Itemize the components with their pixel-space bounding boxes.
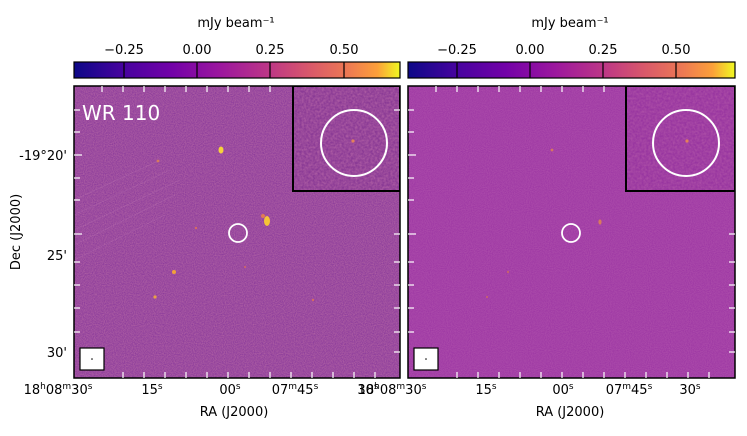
left-image-panel: WR 110 [73,85,401,379]
x-axis-label: RA (J2000) [536,405,605,420]
colorbar-tick: −0.25 [104,43,144,58]
x-tick-label: 00s [219,382,241,398]
y-tick-label: 30' [47,346,67,361]
colorbar-tick: 0.25 [256,43,285,58]
x-axis-label: RA (J2000) [200,405,269,420]
x-tick-label: 18h08m30s [358,382,427,398]
source-label: WR 110 [82,101,160,125]
y-axis-label: Dec (J2000) [9,194,24,270]
x-tick-label: 30s [679,382,701,398]
colorbar-label: mJy beam⁻¹ [197,16,274,31]
x-tick-label: 15s [141,382,163,398]
colorbar-tick: 0.00 [183,43,212,58]
colorbar-tick: 0.50 [330,43,359,58]
x-tick-label: 00s [552,382,574,398]
right-colorbar: mJy beam⁻¹ −0.25 0.00 0.25 0.50 [407,16,736,79]
right-inset [625,86,735,192]
y-tick-label: 25' [47,249,67,264]
x-tick-label: 07m45s [272,382,319,398]
colorbar-tick: −0.25 [437,43,477,58]
y-axis: -19°20' 25' 30' Dec (J2000) [9,149,67,361]
colorbar-tick: 0.00 [516,43,545,58]
target-circle [561,223,581,243]
y-tick-label: -19°20' [19,149,67,164]
colorbar-tick: 0.25 [589,43,618,58]
right-image-panel [407,85,736,379]
left-colorbar: mJy beam⁻¹ −0.25 0.00 0.25 0.50 [73,16,401,79]
x-tick-label: 07m45s [606,382,653,398]
target-circle [228,223,248,243]
x-axis-right: 18h08m30s 15s 00s 07m45s 30s RA (J2000) [358,382,701,420]
x-tick-label: 18h08m30s [24,382,93,398]
left-inset [292,86,400,192]
x-tick-label: 15s [475,382,497,398]
x-tick-label: 30s [357,382,379,398]
colorbar-tick: 0.50 [662,43,691,58]
x-axis-left: 18h08m30s 15s 00s 07m45s 30s RA (J2000) [24,382,379,420]
colorbar-label: mJy beam⁻¹ [531,16,608,31]
